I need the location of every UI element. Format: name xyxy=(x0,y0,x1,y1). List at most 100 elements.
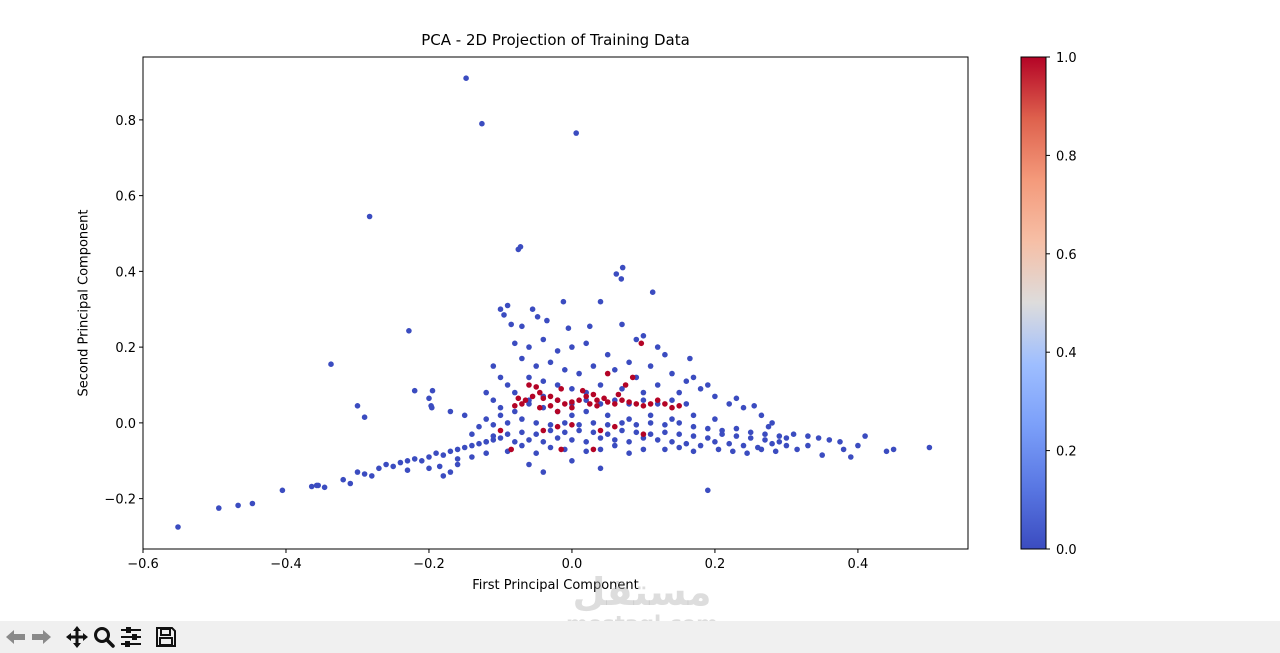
data-point xyxy=(640,397,647,404)
data-point xyxy=(569,386,575,392)
data-point xyxy=(328,361,334,368)
data-point xyxy=(594,397,600,404)
data-point xyxy=(554,397,561,404)
data-point xyxy=(354,403,361,409)
data-point xyxy=(629,374,636,381)
data-point xyxy=(733,395,740,402)
data-point xyxy=(497,404,504,411)
colorbar-tick-label: 0.0 xyxy=(1056,543,1077,558)
data-point xyxy=(805,442,811,449)
data-point xyxy=(730,448,736,455)
data-point xyxy=(533,431,539,438)
pan-button[interactable] xyxy=(65,625,89,649)
data-point xyxy=(369,473,375,479)
data-point xyxy=(612,401,618,407)
data-point xyxy=(783,442,790,449)
data-point xyxy=(461,444,468,451)
data-point xyxy=(526,437,532,443)
data-point xyxy=(583,393,589,400)
data-point xyxy=(512,439,518,445)
data-point xyxy=(526,382,532,388)
data-point xyxy=(662,429,668,436)
data-point xyxy=(855,442,861,449)
data-point xyxy=(669,404,675,411)
data-point xyxy=(619,427,625,434)
data-point xyxy=(497,306,504,313)
data-point xyxy=(440,452,447,458)
data-point xyxy=(776,439,783,445)
data-point xyxy=(640,431,647,438)
data-point xyxy=(558,386,564,392)
data-point xyxy=(633,401,640,407)
data-point xyxy=(540,395,547,402)
forward-button[interactable] xyxy=(29,625,53,649)
data-point xyxy=(604,351,611,358)
data-point xyxy=(469,442,475,449)
configure-subplots-button[interactable] xyxy=(119,625,143,649)
data-point xyxy=(490,363,497,369)
data-point xyxy=(747,435,754,441)
data-point xyxy=(848,454,854,460)
data-point xyxy=(690,448,697,455)
arrow-left-icon xyxy=(6,630,25,644)
save-button[interactable] xyxy=(154,625,178,649)
data-point xyxy=(554,408,561,415)
data-point xyxy=(558,446,564,453)
data-point xyxy=(715,446,722,453)
data-point xyxy=(366,213,373,220)
data-point xyxy=(583,408,589,415)
data-point xyxy=(601,395,607,402)
x-tick-label: 0.4 xyxy=(848,557,869,572)
zoom-button[interactable] xyxy=(92,625,116,649)
data-point xyxy=(508,446,514,453)
data-point xyxy=(512,389,518,396)
data-point xyxy=(436,463,443,470)
data-point xyxy=(633,422,640,428)
data-point xyxy=(512,403,518,409)
data-point xyxy=(533,420,539,426)
sliders-icon xyxy=(121,627,141,647)
y-tick-label: 0.2 xyxy=(115,341,136,356)
data-point xyxy=(313,482,320,489)
y-axis-label: Second Principal Component xyxy=(76,209,92,397)
data-point xyxy=(705,487,711,494)
data-point xyxy=(697,442,704,449)
magnifier-icon xyxy=(94,627,115,648)
data-point xyxy=(447,469,454,475)
chart-title: PCA - 2D Projection of Training Data xyxy=(421,31,690,49)
data-point xyxy=(249,500,256,507)
data-point xyxy=(497,427,504,434)
data-point xyxy=(815,435,822,441)
data-point xyxy=(597,446,604,453)
back-button[interactable] xyxy=(4,625,28,649)
colorbar-tick-label: 0.6 xyxy=(1056,248,1077,263)
data-point xyxy=(569,458,575,464)
data-point xyxy=(497,435,504,441)
y-tick-label: 0.4 xyxy=(115,265,136,280)
data-point xyxy=(762,431,768,438)
plot-area-frame xyxy=(142,56,969,550)
data-point xyxy=(308,483,315,490)
data-point xyxy=(705,382,711,388)
data-point xyxy=(740,404,747,411)
data-point xyxy=(883,448,890,455)
figure-canvas: PCA - 2D Projection of Training Data −0.… xyxy=(76,31,1077,593)
data-point xyxy=(618,276,625,282)
data-point xyxy=(406,328,412,334)
data-point xyxy=(862,433,868,439)
y-tick-label: 0.8 xyxy=(115,114,136,129)
data-point xyxy=(547,359,554,366)
data-point xyxy=(576,397,582,404)
data-point xyxy=(669,397,675,404)
data-point xyxy=(733,425,740,432)
data-point xyxy=(529,393,536,400)
data-point xyxy=(547,422,554,428)
data-point xyxy=(512,408,518,415)
data-point xyxy=(649,289,656,296)
data-point xyxy=(411,387,418,394)
data-point xyxy=(654,344,661,350)
data-point xyxy=(619,397,625,404)
colorbar-tick-label: 1.0 xyxy=(1056,51,1077,66)
data-point xyxy=(712,393,718,400)
data-point xyxy=(376,465,382,472)
